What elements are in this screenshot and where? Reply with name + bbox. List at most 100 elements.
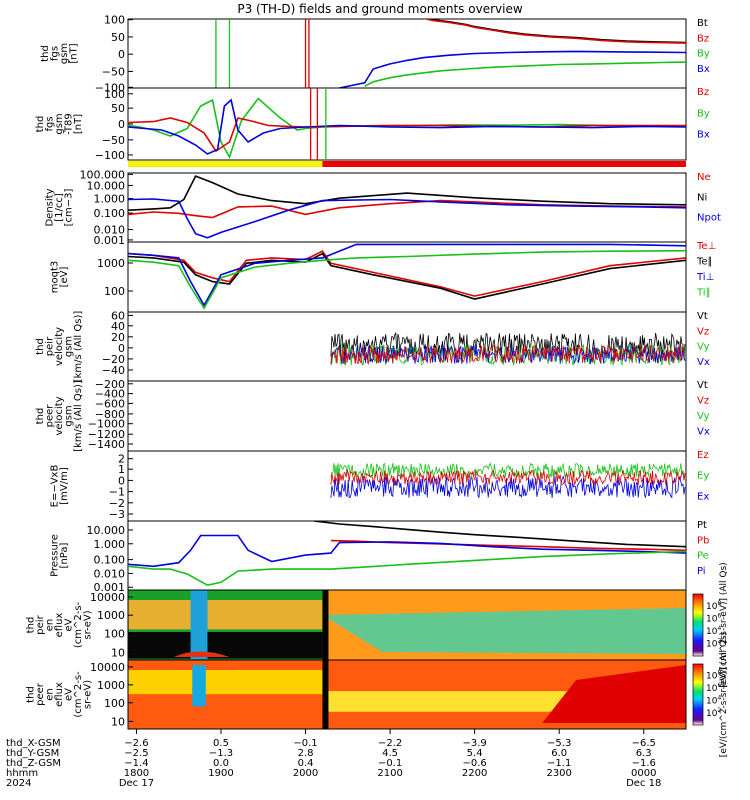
heatmap-gap [322,660,329,729]
y-tick-label: −2 [109,497,125,510]
y-tick-label: −1000 [88,418,125,431]
x-row-label: thd_X-GSM [6,738,61,749]
x-tick-label: −1.1 [547,758,571,769]
y-axis-label: sr-eV) [83,610,94,639]
y-tick-label: 0 [118,48,125,61]
x-tick-label: −2.5 [124,748,148,759]
legend-entry-Ex: Ex [697,491,709,502]
x-tick-label: 0.5 [213,738,229,749]
heatmap-band-upper [128,670,323,695]
x-tick-label: 1900 [208,768,233,779]
x-row-label: 2024 [6,778,31,789]
legend-entry-Pe: Pe [697,551,709,562]
fgs-frame [127,18,687,89]
legend-entry-Ez: Ez [697,450,709,461]
y-tick-label: 0 [118,342,125,355]
series-Ti∥ [128,249,686,310]
x-tick-label: −1.4 [124,758,148,769]
y-axis-label: thd [26,617,37,634]
y-tick-label: 10000 [90,591,125,604]
y-tick-label: 1000 [97,609,125,622]
colorbar-tick-exponent: 6 [717,682,721,689]
legend-entry-Vz: Vz [697,326,709,337]
legend-entry-Bz: Bz [697,33,709,44]
legend-entry-Te⊥: Te⊥ [696,241,716,252]
x-row-label: hhmm [6,768,38,779]
series-Bx [339,50,686,88]
legend-entry-Npot: Npot [697,213,721,224]
y-axis-label: moqt3 [49,261,60,294]
y-tick-label: 0 [118,474,125,487]
y-tick-label: −100 [95,81,125,94]
y-tick-label: −20 [102,353,125,366]
x-tick-label: −5.3 [547,738,571,749]
colorbar-tick-exponent: 6 [717,613,721,620]
y-axis-label: [km/s (All Qs)] [73,380,84,452]
y-tick-label: −100 [95,149,125,162]
x-tick-label: 0.4 [298,758,314,769]
colorbar-label: [eV/(cm^2-s-sr-eV)] (All Qs) [719,562,729,687]
x-row-label: thd_Z-GSM [6,758,61,769]
legend-entry-Bt: Bt [697,18,708,29]
peer_spec-frame [127,659,687,730]
series-Ez [330,469,686,486]
series-Bx [128,98,686,155]
heatmap-arc [173,651,230,657]
pressure-data [128,521,686,587]
legend-entry-Vt: Vt [697,380,708,391]
y-tick-label: 10.000 [87,179,126,192]
y-axis-label: thd [35,408,46,425]
y-tick-label: −1 [109,486,125,499]
figure-title: P3 (TH-D) fields and ground moments over… [237,2,522,16]
x-tick-label: −3.9 [462,738,486,749]
y-axis-label: [nT] [68,43,79,63]
y-axis-label: [km/s (All Qs)] [73,311,84,383]
legend-entry-Pt: Pt [697,520,707,531]
y-axis-label: gsm [54,113,65,134]
y-axis-label: fgs [45,116,56,131]
y-tick-label: 1.000 [94,193,126,206]
legend-entry-Ni: Ni [697,192,707,203]
y-axis-label: gsm [64,336,75,357]
y-tick-label: 0.100 [94,207,126,220]
colorbar-tick-exponent: 8 [717,600,721,607]
y-tick-label: 100 [104,697,125,710]
colorbar-scale [692,663,704,726]
panel-peer_velocity: −200−400−600−800−1000−1200−1400 thdpeerve… [35,378,710,452]
y-tick-label: 0.010 [94,224,126,237]
y-axis-label: eV [64,618,75,631]
heatmap-band-upper [128,600,323,630]
y-axis-label: peer [45,404,56,428]
legend-entry-Pi: Pi [697,566,706,577]
x-tick-label: 2000 [293,768,318,779]
series-Vz [330,344,686,366]
heatmap-region-cyan [322,608,686,654]
x-tick-label: 6.0 [551,748,567,759]
y-axis-label: Pressure [49,534,60,577]
y-axis-label: [nT] [73,114,84,134]
time-axis: thd_X-GSMthd_Y-GSMthd_Z-GSMhhmm2024−2.6−… [6,729,661,789]
legend-entry-Vy: Vy [697,411,710,422]
legend-entry-Vx: Vx [697,427,710,438]
fgs_dsl-frame [127,87,687,161]
y-axis-label: peer [35,682,46,706]
legend-entry-Pb: Pb [697,535,709,546]
y-tick-label: −50 [102,65,125,78]
legend-entry-By: By [697,49,710,60]
legend-entry-Ne: Ne [697,172,711,183]
y-tick-label: 50 [111,102,125,115]
y-axis-label: peir [35,614,46,634]
heatmap-band-lowenergy [128,632,323,659]
legend-entry-Ey: Ey [697,471,709,482]
mode-bar-segment [322,161,686,167]
peer_velocity-frame [127,380,687,452]
y-axis-label: velocity [54,327,65,366]
series-Ni [128,175,686,211]
y-axis-label: eV [64,688,75,701]
legend-entry-Ti∥: Ti∥ [696,288,711,299]
y-tick-label: 2 [118,453,125,466]
